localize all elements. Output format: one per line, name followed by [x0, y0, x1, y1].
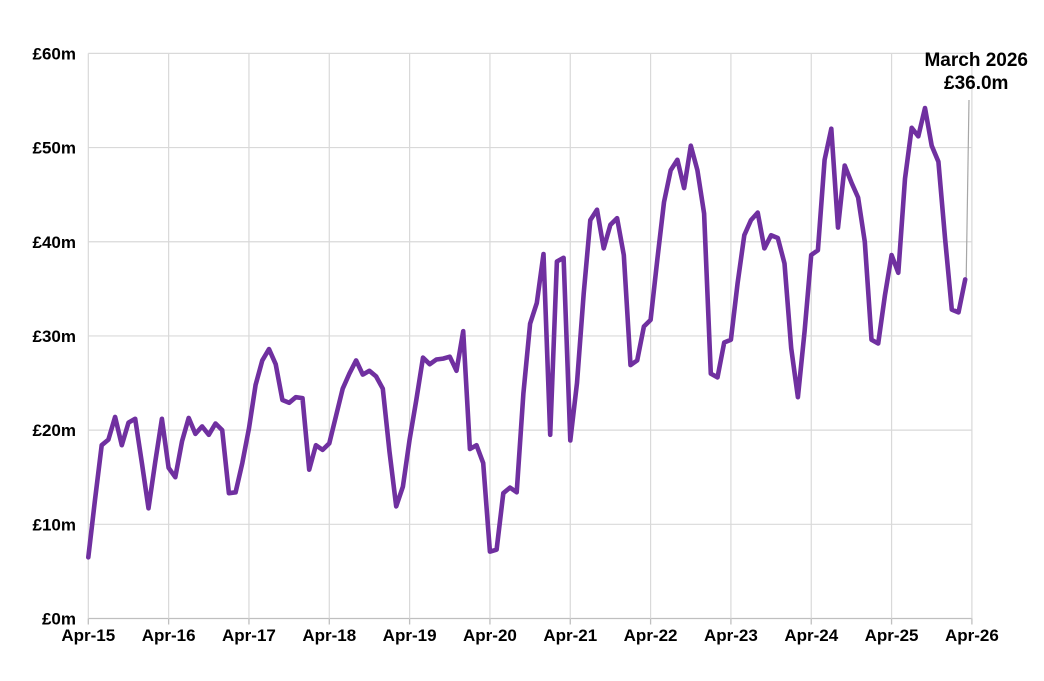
y-axis-tick-label: £20m [33, 421, 76, 440]
x-axis-tick-label: Apr-15 [61, 626, 115, 645]
x-axis-tick-label: Apr-17 [222, 626, 276, 645]
y-axis-tick-label: £50m [33, 139, 76, 158]
y-axis-tick-label: £60m [33, 44, 76, 63]
y-axis-tick-label: £30m [33, 327, 76, 346]
x-axis-tick-label: Apr-22 [624, 626, 678, 645]
x-axis-tick-label: Apr-20 [463, 626, 517, 645]
x-axis-tick-label: Apr-25 [865, 626, 919, 645]
annotation-leader-line [965, 99, 970, 278]
annotation-value: £36.0m [944, 72, 1009, 94]
chart-annotation: March 2026 £36.0m [924, 50, 1028, 96]
x-axis-tick-label: Apr-18 [302, 626, 356, 645]
data-line-series [86, 105, 968, 560]
x-axis-tick-label: Apr-24 [784, 626, 838, 645]
x-axis-tick-label: Apr-21 [543, 626, 597, 645]
x-axis-tick-label: Apr-26 [945, 626, 999, 645]
y-axis-tick-label: £40m [33, 233, 76, 252]
y-axis-tick-label: £10m [33, 515, 76, 534]
x-axis-tick-label: Apr-16 [142, 626, 196, 645]
x-axis-tick-label: Apr-19 [383, 626, 437, 645]
x-axis-tick-label: Apr-23 [704, 626, 758, 645]
annotation-date: March 2026 [924, 50, 1028, 71]
y-axis-tick-label: £0m [42, 610, 76, 629]
